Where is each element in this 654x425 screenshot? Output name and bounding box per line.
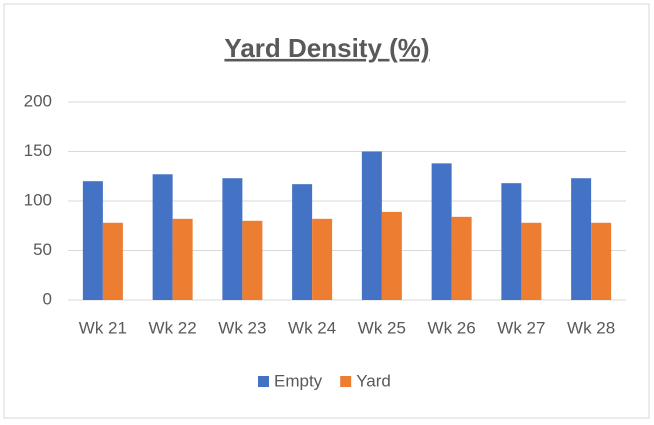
y-tick-label: 100 — [24, 190, 52, 209]
x-tick-label: Wk 27 — [497, 318, 545, 337]
bar — [82, 181, 103, 300]
x-tick-label: Wk 28 — [567, 318, 615, 337]
x-tick-label: Wk 26 — [428, 318, 476, 337]
bar — [381, 211, 402, 300]
legend-swatch — [258, 376, 269, 387]
x-tick-label: Wk 23 — [218, 318, 266, 337]
bar — [312, 218, 333, 300]
y-tick-label: 200 — [24, 91, 52, 110]
chart-title: Yard Density (%) — [224, 33, 429, 63]
x-tick-label: Wk 25 — [358, 318, 406, 337]
bar — [292, 184, 313, 300]
y-tick-label: 0 — [43, 289, 52, 308]
x-tick-label: Wk 22 — [149, 318, 197, 337]
x-tick-label: Wk 21 — [79, 318, 127, 337]
bar — [591, 222, 612, 300]
bar — [361, 151, 382, 300]
bar — [172, 218, 193, 300]
bar — [222, 178, 243, 300]
bar — [521, 222, 542, 300]
bar — [431, 163, 452, 300]
bar — [152, 174, 173, 300]
bar — [501, 183, 522, 300]
legend-label: Empty — [274, 371, 323, 390]
bar — [242, 220, 263, 300]
y-tick-label: 150 — [24, 141, 52, 160]
chart-border — [3, 3, 650, 419]
bar — [571, 178, 592, 300]
bar — [451, 216, 472, 300]
x-tick-label: Wk 24 — [288, 318, 336, 337]
y-tick-label: 50 — [33, 240, 52, 259]
legend-swatch — [340, 376, 352, 387]
legend-label: Yard — [356, 371, 391, 390]
bar — [102, 222, 123, 300]
